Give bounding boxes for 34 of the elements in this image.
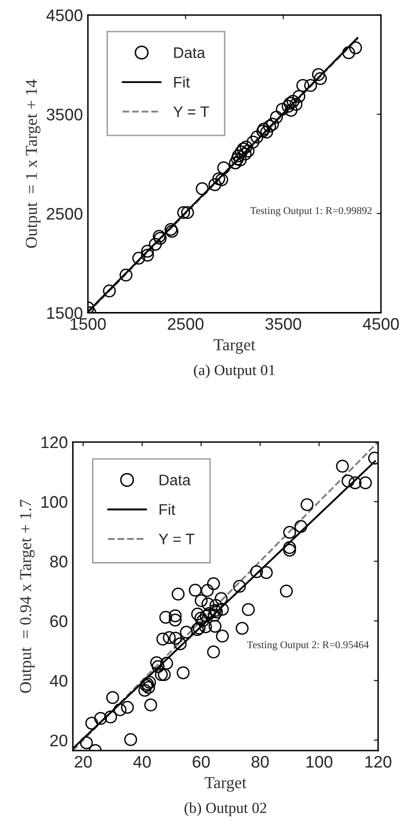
text: (a) Output 01 bbox=[194, 364, 275, 378]
x-tick-label: 3500 bbox=[265, 318, 302, 330]
y-tick-label: 3500 bbox=[46, 108, 82, 120]
x-tick-label: 1500 bbox=[70, 318, 106, 330]
x-tick-label: 80 bbox=[252, 756, 269, 768]
annotation: Testing Output 2: R=0.95464 bbox=[247, 641, 369, 650]
legend-label: Data bbox=[160, 474, 191, 486]
x-tick-label: 4500 bbox=[362, 318, 399, 330]
x-axis-title: Target bbox=[214, 339, 256, 354]
y-tick-label: 20 bbox=[50, 734, 68, 746]
x-tick-label: 120 bbox=[365, 756, 392, 768]
x-tick-label: 40 bbox=[133, 756, 151, 768]
text: (b) Output 02 bbox=[184, 802, 266, 816]
legend-label: Fit bbox=[174, 76, 190, 88]
legend-label: Y = T bbox=[173, 106, 210, 117]
y-axis-title: Output = 1 x Target + 14 bbox=[26, 79, 40, 248]
y-tick-label: 80 bbox=[50, 556, 68, 568]
y-axis-title: Output = 0.94 x Target + 1.7 bbox=[20, 500, 35, 693]
y-tick-label: 40 bbox=[50, 674, 68, 687]
legend-label: Y = T bbox=[158, 534, 194, 544]
annotation: Testing Output 1: R=0.99892 bbox=[250, 207, 372, 216]
x-tick-label: 100 bbox=[306, 756, 332, 768]
x-tick-label: 20 bbox=[74, 756, 92, 768]
legend-label: Fit bbox=[160, 504, 176, 515]
x-axis-title: Target bbox=[204, 777, 246, 792]
y-tick-label: 120 bbox=[41, 436, 68, 448]
y-tick-label: 60 bbox=[50, 615, 68, 628]
y-tick-label: 100 bbox=[41, 496, 68, 508]
y-tick-label: 2500 bbox=[46, 208, 82, 220]
x-tick-label: 2500 bbox=[168, 318, 204, 330]
y-tick-label: 4500 bbox=[46, 9, 82, 22]
x-tick-label: 60 bbox=[192, 756, 210, 768]
legend-label: Data bbox=[174, 47, 206, 58]
y-tick-label: 1500 bbox=[47, 307, 82, 319]
